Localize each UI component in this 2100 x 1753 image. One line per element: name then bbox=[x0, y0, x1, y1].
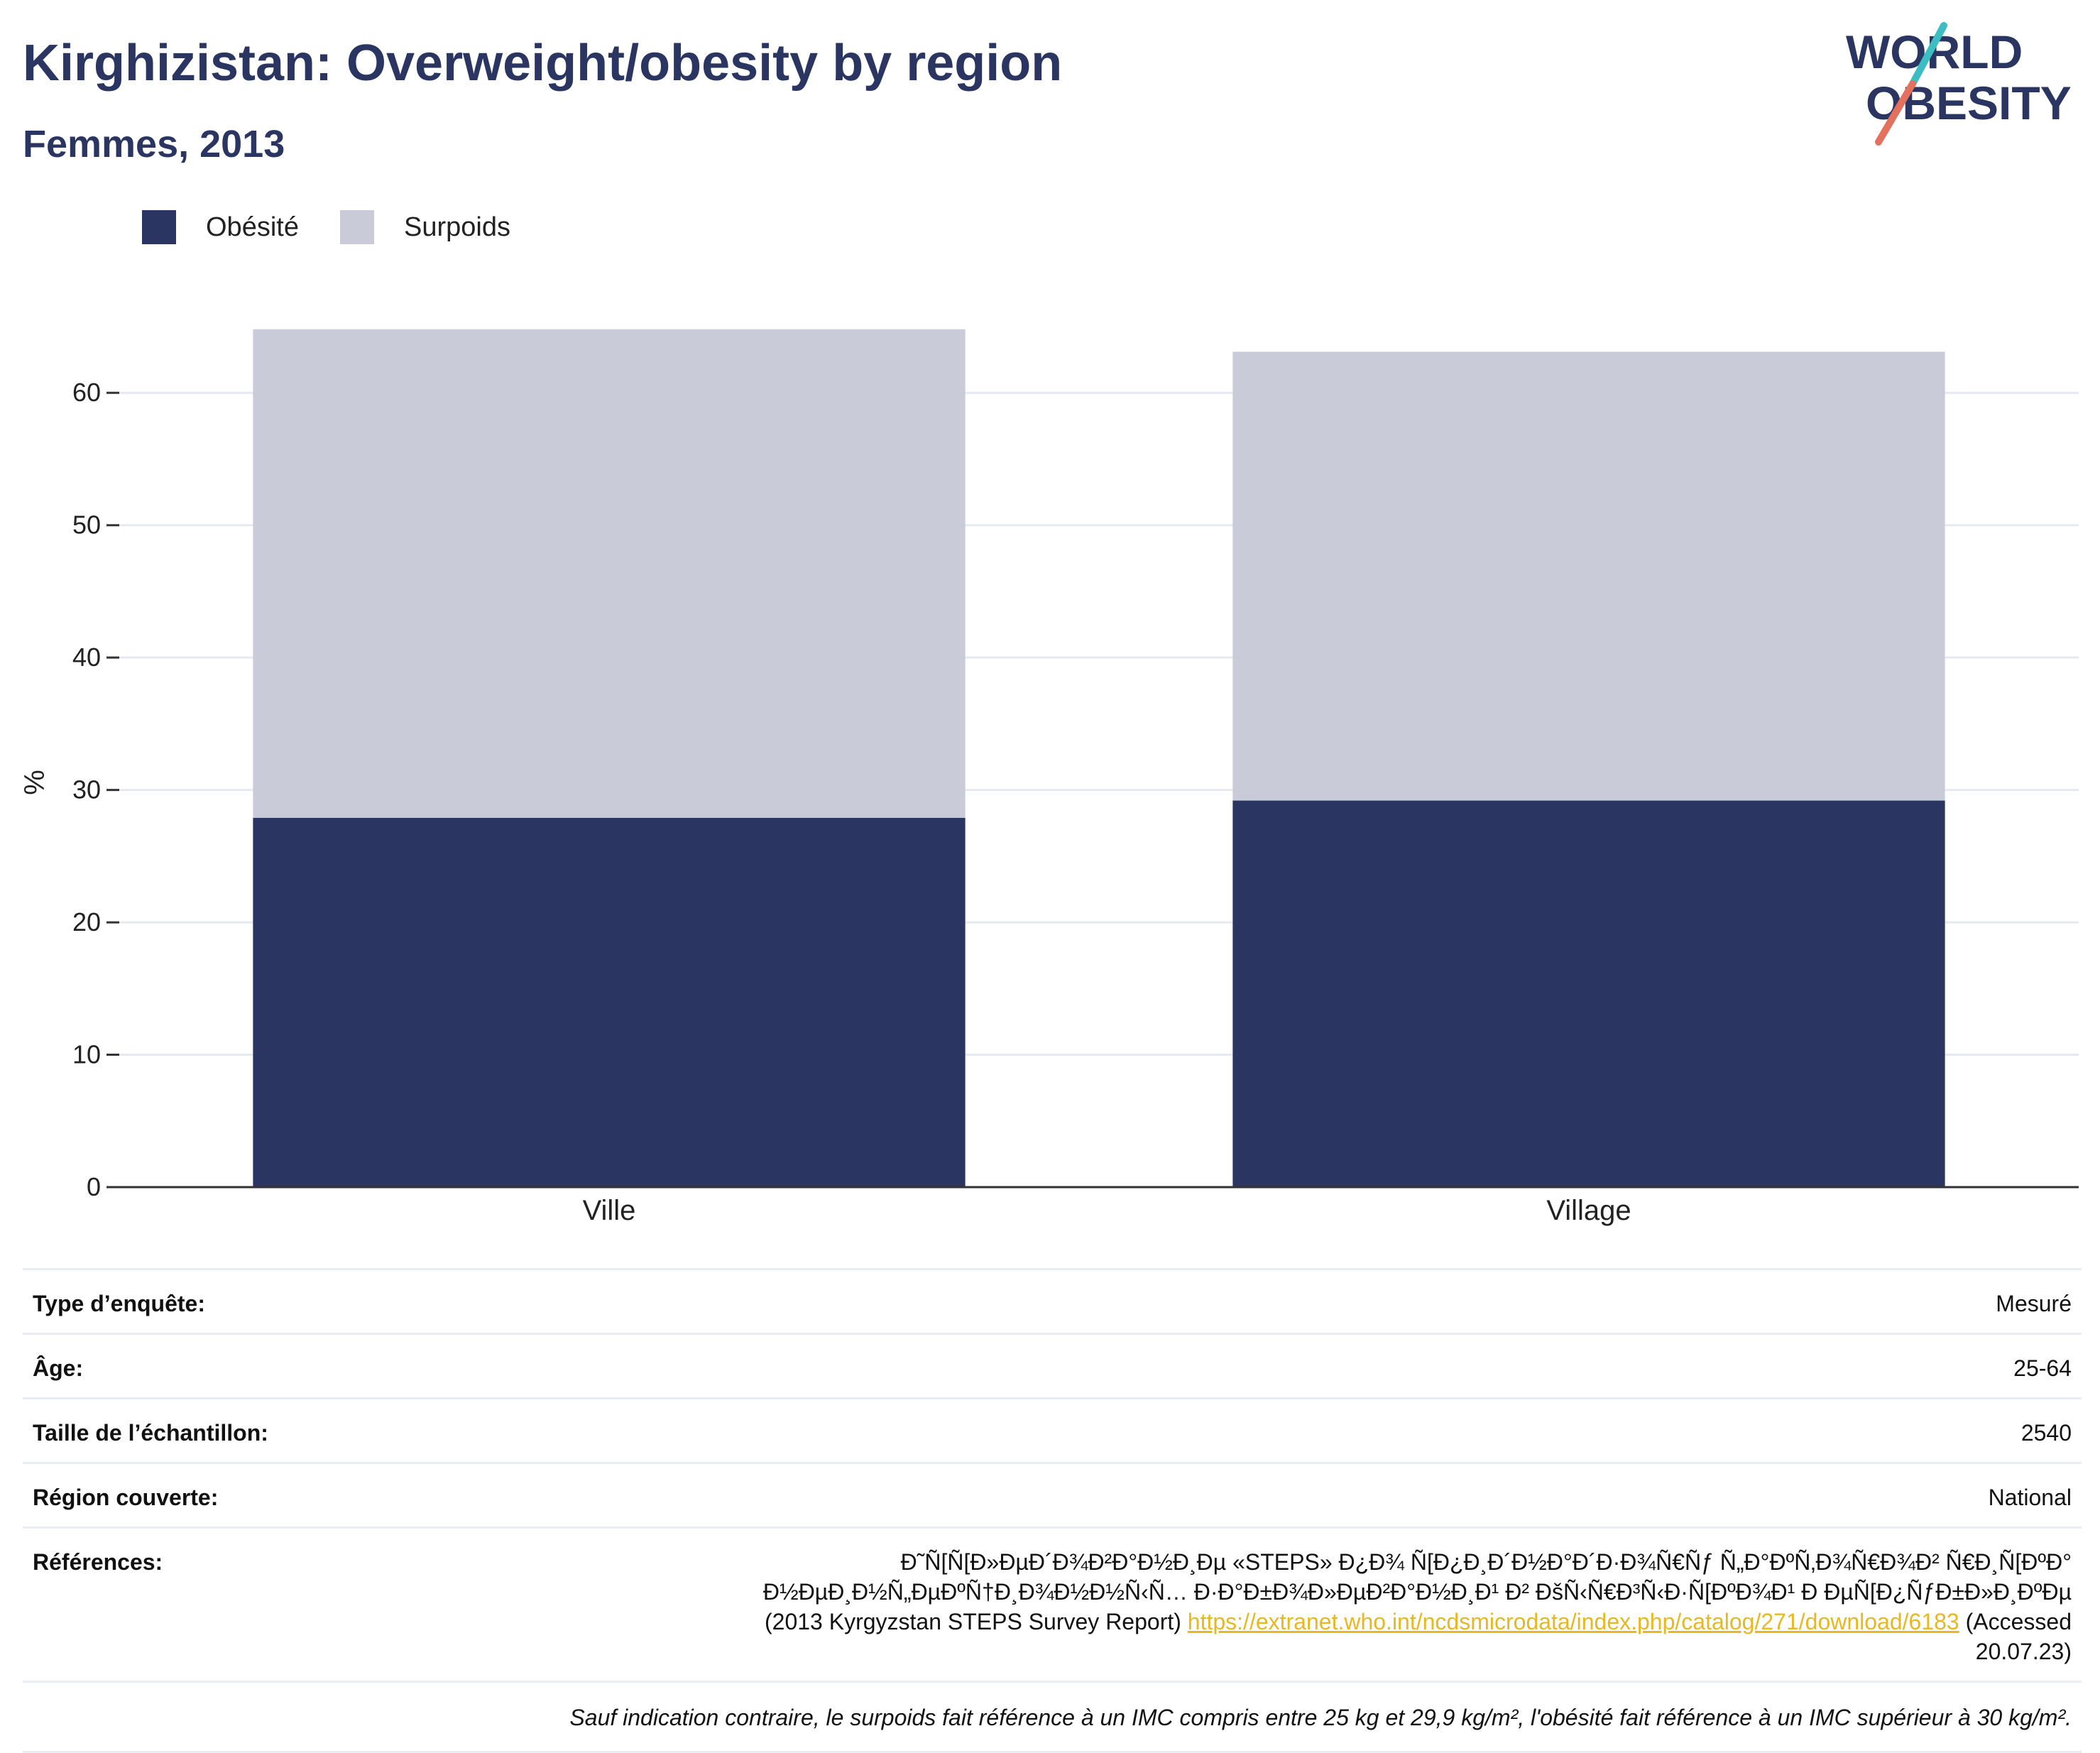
info-row-survey-type: Type d’enquête: Mesuré bbox=[23, 1270, 2082, 1335]
sample-size-label: Taille de l’échantillon: bbox=[33, 1420, 268, 1446]
logo-text-world: WORLD bbox=[1846, 26, 2023, 78]
y-tick-label-0: 0 bbox=[87, 1172, 101, 1201]
legend-label-overweight: Surpoids bbox=[403, 212, 510, 242]
legend-swatch-overweight bbox=[339, 210, 374, 244]
y-tick-label-20: 20 bbox=[72, 907, 101, 936]
survey-info-table: Type d’enquête: Mesuré Âge: 25-64 Taille… bbox=[23, 1268, 2082, 1753]
bar-ville-overweight bbox=[253, 329, 966, 818]
info-row-sample-size: Taille de l’échantillon: 2540 bbox=[23, 1399, 2082, 1464]
legend-item-overweight[interactable]: Surpoids bbox=[339, 210, 510, 244]
world-obesity-logo: WORLD OBESITY bbox=[1846, 22, 2072, 146]
region-value: National bbox=[1988, 1485, 2072, 1510]
chart-legend: Obésité Surpoids bbox=[142, 210, 552, 244]
info-row-references: Références: Ð˜Ñ[Ñ[Ð»ÐµÐ´Ð¾Ð²Ð°Ð½Ð¸Ðµ «ST… bbox=[23, 1529, 2082, 1683]
survey-type-label: Type d’enquête: bbox=[33, 1291, 205, 1316]
legend-item-obesity[interactable]: Obésité bbox=[142, 210, 299, 244]
bar-village-overweight bbox=[1232, 351, 1945, 801]
y-tick-label-60: 60 bbox=[72, 378, 101, 407]
sample-size-value: 2540 bbox=[2020, 1420, 2072, 1446]
references-link[interactable]: https://extranet.who.int/ncdsmicrodata/i… bbox=[1187, 1609, 1959, 1634]
legend-label-obesity: Obésité bbox=[206, 212, 299, 242]
references-text: Ð˜Ñ[Ñ[Ð»ÐµÐ´Ð¾Ð²Ð°Ð½Ð¸Ðµ «STEPS» Ð¿Ð¾ Ñ[… bbox=[762, 1549, 2072, 1634]
x-tick-label-village: Village bbox=[1546, 1195, 1631, 1226]
references-label: Références: bbox=[33, 1549, 163, 1575]
info-row-note: Sauf indication contraire, le surpoids f… bbox=[23, 1683, 2082, 1753]
y-axis-label: % bbox=[19, 770, 50, 795]
y-tick-label-50: 50 bbox=[72, 510, 101, 540]
bar-ville-obesity bbox=[253, 817, 966, 1187]
region-label: Région couverte: bbox=[33, 1485, 219, 1510]
legend-swatch-obesity bbox=[142, 210, 176, 244]
bar-village-obesity bbox=[1232, 800, 1945, 1187]
page-title: Kirghizistan: Overweight/obesity by regi… bbox=[23, 35, 1063, 92]
y-tick-label-40: 40 bbox=[72, 643, 101, 672]
age-value: 25-64 bbox=[2013, 1355, 2072, 1381]
logo-slash-top bbox=[1909, 22, 1947, 87]
page-subtitle: Femmes, 2013 bbox=[23, 123, 285, 165]
references-accessed: (Accessed 20.07.23) bbox=[1965, 1609, 2072, 1664]
stacked-bar-chart: 0 10 20 30 40 50 60% Ville Village bbox=[19, 329, 2079, 1226]
x-tick-label-ville: Ville bbox=[583, 1195, 636, 1226]
survey-type-value: Mesuré bbox=[1996, 1291, 2072, 1316]
info-row-region: Région couverte: National bbox=[23, 1464, 2082, 1529]
references-value: Ð˜Ñ[Ñ[Ð»ÐµÐ´Ð¾Ð²Ð°Ð½Ð¸Ðµ «STEPS» Ð¿Ð¾ Ñ[… bbox=[723, 1547, 2072, 1666]
info-row-age: Âge: 25-64 bbox=[23, 1335, 2082, 1399]
logo-slash-bottom bbox=[1875, 80, 1916, 146]
definition-note: Sauf indication contraire, le surpoids f… bbox=[569, 1705, 2072, 1730]
y-tick-label-10: 10 bbox=[72, 1040, 101, 1069]
logo-text-obesity: OBESITY bbox=[1866, 77, 2072, 129]
age-label: Âge: bbox=[33, 1355, 84, 1381]
y-tick-label-30: 30 bbox=[72, 775, 101, 804]
